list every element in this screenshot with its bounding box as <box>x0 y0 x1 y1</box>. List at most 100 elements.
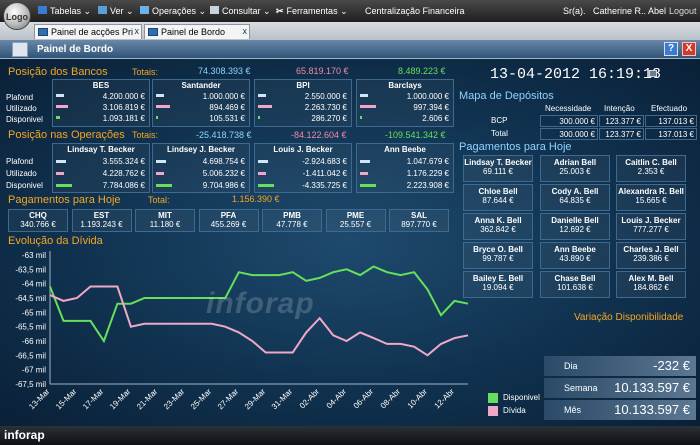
payee-name: Lindsay T. Becker <box>464 158 532 167</box>
x-tick-label: 08-Abr <box>379 387 403 411</box>
tab-painel-accoes[interactable]: Painel de acções Pri x <box>34 24 142 39</box>
x-tick-label: 12-Abr <box>433 387 457 411</box>
menu-ver[interactable]: Ver ⌄ <box>98 6 134 17</box>
operation-card[interactable]: Louis J. Becker -2.924.683 € -1.411.042 € -… <box>254 143 352 193</box>
operation-name: Lindsey J. Becker <box>166 145 236 154</box>
payee-name: Chloe Bell <box>478 187 518 196</box>
payment-category-card[interactable]: PME 25.557 € <box>325 209 386 232</box>
bank-card[interactable]: BES 4.200.000 € 3.106.819 € 1.093.181 € <box>52 79 150 127</box>
payee-value: 12.692 € <box>559 225 591 234</box>
bank-utilizado-value: 997.394 € <box>413 103 449 112</box>
payee-card[interactable]: Bailey E. Bell 19.094 € <box>463 271 533 298</box>
x-tick-label: 31-Mar <box>270 387 295 412</box>
mapa-cell: 123.377 € <box>599 128 644 140</box>
payment-value: 47.778 € <box>276 220 308 229</box>
mapa-cell: 137.013 € <box>645 128 697 140</box>
variacao-value: 10.133.597 € <box>614 380 690 395</box>
operation-utilizado-value: 5.006.232 € <box>202 169 245 178</box>
bancos-totais-label: Totais: <box>132 67 159 77</box>
document-icon <box>148 28 158 36</box>
payee-card[interactable]: Charles J. Bell 239.386 € <box>616 242 686 269</box>
payee-value: 43.890 € <box>559 254 591 263</box>
row-label-plafond: Plafond <box>6 157 34 166</box>
series-line-disponivel <box>49 265 469 344</box>
help-button[interactable]: ? <box>664 42 678 56</box>
app-title: Centralização Financeira <box>365 6 465 16</box>
payee-card[interactable]: Chase Bell 101.638 € <box>540 271 610 298</box>
payee-card[interactable]: Caitlin C. Bell 2.353 € <box>616 155 686 182</box>
operation-utilizado-value: 1.176.229 € <box>406 169 449 178</box>
close-window-button[interactable]: X <box>682 42 696 56</box>
utilizado-bar <box>258 105 272 108</box>
operation-card[interactable]: Lindsay T. Becker 3.555.324 € 4.228.762 € 7… <box>52 143 150 193</box>
operation-utilizado-value: 4.228.762 € <box>102 169 145 178</box>
logout-link[interactable]: Logout <box>669 6 697 16</box>
operation-name: Louis J. Becker <box>273 145 333 154</box>
payee-card[interactable]: Alexandra R. Bell 15.665 € <box>616 184 686 211</box>
dashboard: Posição dos Bancos Totais: 74.308.393 € … <box>0 59 700 426</box>
window-icon <box>12 42 28 57</box>
disponivel-bar <box>56 116 60 119</box>
operation-card[interactable]: Ann Beebe 1.047.679 € 1.176.229 € 2.223.908… <box>356 143 454 193</box>
menu-operacoes[interactable]: Operações ⌄ <box>140 6 206 17</box>
tab-bar: Painel de acções Pri x Painel de Bordo x <box>0 22 700 40</box>
y-tick-label: -66 mil <box>22 337 46 346</box>
payee-card[interactable]: Louis J. Becker 777.277 € <box>616 213 686 240</box>
plafond-bar <box>56 94 64 97</box>
y-tick-label: -67 mil <box>22 366 46 375</box>
legend-divida-swatch <box>488 406 498 416</box>
y-tick-label: -66,5 mil <box>15 351 46 360</box>
payee-card[interactable]: Alex M. Bell 184.862 € <box>616 271 686 298</box>
close-tab-icon[interactable]: x <box>242 26 248 36</box>
pagamentos-total: 1.156.390 € <box>232 194 280 204</box>
payment-category-card[interactable]: PMB 47.778 € <box>262 209 322 232</box>
bank-disponivel-value: 105.531 € <box>209 114 245 123</box>
payee-card[interactable]: Anna K. Bell 362.842 € <box>463 213 533 240</box>
menu-tabelas[interactable]: Tabelas ⌄ <box>38 6 91 17</box>
plafond-bar <box>156 94 164 97</box>
payee-card[interactable]: Ann Beebe 43.890 € <box>540 242 610 269</box>
help-label: ? <box>667 43 675 54</box>
tab-painel-bordo[interactable]: Painel de Bordo x <box>144 24 250 39</box>
y-tick-label: -64 mil <box>22 280 46 289</box>
payee-value: 101.638 € <box>557 283 593 292</box>
mapa-row-label: BCP <box>491 116 508 125</box>
plafond-bar <box>360 94 368 97</box>
menu-ferramentas[interactable]: ✂ Ferramentas ⌄ <box>276 6 348 16</box>
payee-value: 239.386 € <box>633 254 669 263</box>
payee-card[interactable]: Bryce O. Bell 99.787 € <box>463 242 533 269</box>
payee-name: Bailey E. Bell <box>472 274 524 283</box>
payee-value: 362.842 € <box>480 225 516 234</box>
payee-card[interactable]: Cody A. Bell 64.835 € <box>540 184 610 211</box>
payee-card[interactable]: Danielle Bell 12.692 € <box>540 213 610 240</box>
variacao-row: Dia -232 € <box>544 356 696 376</box>
app-logo[interactable]: Logo <box>3 2 31 30</box>
payee-card[interactable]: Lindsay T. Becker 69.111 € <box>463 155 533 182</box>
payment-category-card[interactable]: PFA 455.269 € <box>198 209 259 232</box>
operation-name: Ann Beebe <box>384 145 426 154</box>
bancos-total-plafond: 74.308.393 € <box>198 66 251 76</box>
bank-card[interactable]: Santander 1.000.000 € 894.469 € 105.531 € <box>152 79 250 127</box>
variacao-label: Mês <box>564 405 582 415</box>
bank-card[interactable]: BPI 2.550.000 € 2.263.730 € 286.270 € <box>254 79 352 127</box>
payment-code: MIT <box>158 211 172 220</box>
close-label: X <box>685 43 693 54</box>
operacoes-title: Posição nas Operações <box>8 129 125 141</box>
disponivel-bar <box>156 184 172 187</box>
payment-category-card[interactable]: EST 1.193.243 € <box>71 209 132 232</box>
close-tab-icon[interactable]: x <box>134 26 140 36</box>
menu-consultar[interactable]: Consultar ⌄ <box>210 6 271 17</box>
operation-disponivel-value: -4.335.725 € <box>302 181 347 190</box>
bank-card[interactable]: Barclays 1.000.000 € 997.394 € 2.606 € <box>356 79 454 127</box>
payment-category-card[interactable]: MIT 11.180 € <box>135 209 195 232</box>
payment-category-card[interactable]: SAL 897.770 € <box>389 209 449 232</box>
operation-card[interactable]: Lindsey J. Becker 4.698.754 € 5.006.232 € 9… <box>152 143 250 193</box>
table-icon <box>38 6 47 14</box>
bancos-total-disponivel: 8.489.223 € <box>398 66 446 76</box>
payment-category-card[interactable]: CHQ 340.766 € <box>8 209 68 232</box>
utilizado-bar <box>56 172 64 175</box>
payee-card[interactable]: Adrian Bell 25.003 € <box>540 155 610 182</box>
payee-card[interactable]: Chloe Bell 87.644 € <box>463 184 533 211</box>
operacoes-totais-label: Totais: <box>132 130 159 140</box>
mapa-cell: 300.000 € <box>540 128 598 140</box>
